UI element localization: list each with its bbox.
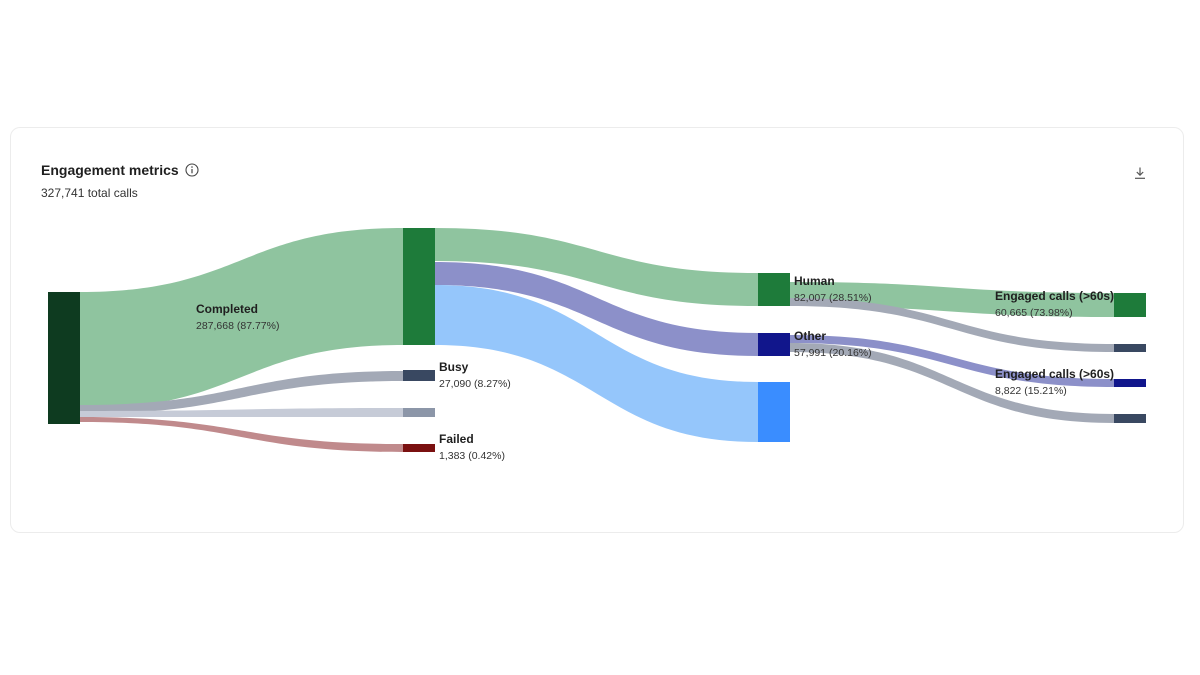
label-human_engaged-name: Engaged calls (>60s) [995,289,1114,303]
sankey-link-completed-human[interactable] [435,228,758,306]
label-completed-name: Completed [196,302,258,316]
label-other-name: Other [794,329,826,343]
label-human_engaged-value: 60,665 (73.98%) [995,307,1073,319]
sankey-node-other_short[interactable] [1114,414,1146,423]
sankey-node-completed[interactable] [403,228,435,345]
sankey-link-all-noanswer[interactable] [80,408,403,417]
sankey-node-failed[interactable] [403,444,435,452]
sankey-node-other_engaged[interactable] [1114,379,1146,387]
label-busy-value: 27,090 (8.27%) [439,378,511,390]
label-other_engaged-value: 8,822 (15.21%) [995,385,1067,397]
label-other-value: 57,991 (20.16%) [794,347,872,359]
sankey-link-all-busy[interactable] [80,371,403,414]
sankey-links [80,228,1114,452]
label-human-value: 82,007 (28.51%) [794,292,872,304]
card-title: Engagement metrics [41,162,179,178]
label-busy-name: Busy [439,360,469,374]
label-other_engaged-name: Engaged calls (>60s) [995,367,1114,381]
label-human-name: Human [794,274,835,288]
sankey-node-machine[interactable] [758,382,790,442]
sankey-link-completed-machine[interactable] [435,285,758,442]
sankey-node-noanswer[interactable] [403,408,435,417]
sankey-link-human-human_engaged[interactable] [790,282,1114,317]
sankey-labels: Completed 287,668 (87.77%) Busy 27,090 (8.2… [196,274,1114,462]
sankey-node-human_short[interactable] [1114,344,1146,352]
label-failed-value: 1,383 (0.42%) [439,450,505,462]
sankey-node-busy[interactable] [403,370,435,381]
sankey-link-other-other_short[interactable] [790,343,1114,423]
label-failed-name: Failed [439,432,474,446]
sankey-node-other[interactable] [758,333,790,356]
sankey-link-completed-other[interactable] [435,262,758,356]
sankey-node-human[interactable] [758,273,790,306]
total-calls-subtitle: 327,741 total calls [41,186,138,200]
sankey-link-human-human_short[interactable] [790,298,1114,352]
download-icon [1133,166,1147,185]
label-completed-value: 287,668 (87.77%) [196,320,279,332]
sankey-node-all[interactable] [48,292,80,424]
sankey-nodes [48,228,1146,452]
sankey-node-human_engaged[interactable] [1114,293,1146,317]
card-header: Engagement metrics [41,162,199,178]
info-circle-icon[interactable] [185,163,199,177]
download-button[interactable] [1131,166,1149,184]
sankey-link-all-failed[interactable] [80,417,403,452]
sankey-link-other-other_engaged[interactable] [790,335,1114,387]
sankey-link-all-completed[interactable] [80,228,403,409]
